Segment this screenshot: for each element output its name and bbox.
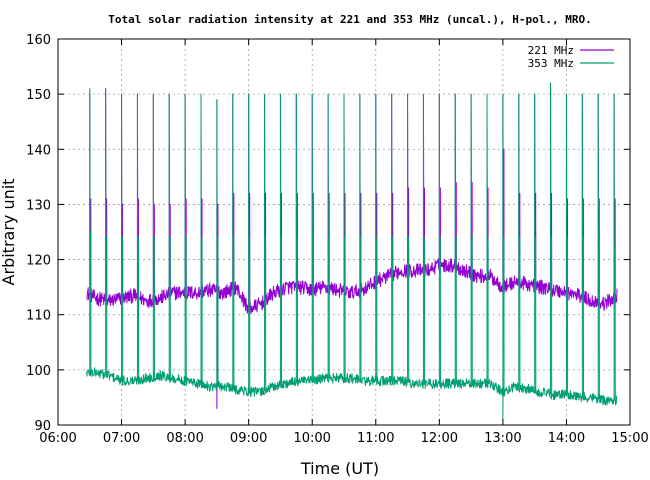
x-tick-label: 11:00 <box>357 431 394 446</box>
x-tick-label: 13:00 <box>484 431 521 446</box>
ticks: 06:00 07:00 08:00 09:00 10:00 11:00 12:00 13:00… <box>26 33 649 446</box>
x-tick-label: 07:00 <box>103 431 140 446</box>
y-tick-label: 140 <box>26 143 51 158</box>
x-tick-label: 09:00 <box>230 431 267 446</box>
legend-label: 221 MHz <box>528 44 574 57</box>
y-tick-label: 150 <box>26 88 51 103</box>
legend-label: 353 MHz <box>528 57 574 70</box>
y-tick-label: 90 <box>34 419 51 434</box>
x-tick-label: 15:00 <box>611 431 648 446</box>
plot-frame <box>57 38 631 426</box>
x-axis-label: Time (UT) <box>300 459 379 478</box>
y-tick-label: 160 <box>26 33 51 48</box>
y-tick-label: 120 <box>26 254 51 269</box>
x-tick-label: 12:00 <box>421 431 458 446</box>
series-layer <box>86 82 618 420</box>
y-tick-label: 130 <box>26 198 51 213</box>
series-line-1 <box>86 82 618 420</box>
y-tick-label: 100 <box>26 364 51 379</box>
chart-title: Total solar radiation intensity at 221 a… <box>108 13 591 26</box>
x-tick-label: 10:00 <box>293 431 330 446</box>
x-tick-label: 14:00 <box>548 431 585 446</box>
y-axis-label: Arbitrary unit <box>0 179 18 286</box>
x-tick-label: 06:00 <box>39 431 76 446</box>
x-tick-label: 08:00 <box>166 431 203 446</box>
y-tick-label: 110 <box>26 309 51 324</box>
series-line-0 <box>86 82 618 409</box>
